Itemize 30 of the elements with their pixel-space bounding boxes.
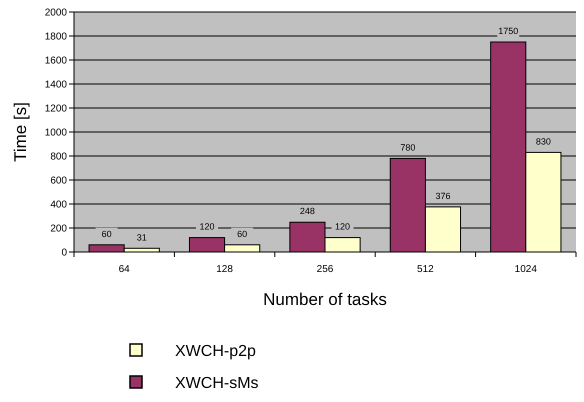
x-tick-label: 1024 xyxy=(514,264,538,275)
x-tick-label: 512 xyxy=(417,264,434,275)
x-tick-label: 64 xyxy=(118,264,130,275)
x-tick-label: 128 xyxy=(216,264,234,275)
legend-label: XWCH-sMs xyxy=(175,375,259,392)
x-tick-label: 256 xyxy=(316,264,334,275)
data-label: 120 xyxy=(200,222,215,232)
data-label: 376 xyxy=(435,190,450,201)
legend-label: XWCH-p2p xyxy=(175,343,256,360)
y-tick-label: 1000 xyxy=(44,128,68,138)
x-axis-title: Number of tasks xyxy=(263,290,387,309)
data-label: 120 xyxy=(335,222,350,232)
y-tick-label: 1800 xyxy=(44,32,68,42)
y-tick-label: 1200 xyxy=(44,104,68,114)
y-tick-label: 800 xyxy=(50,152,68,162)
y-tick-label: 200 xyxy=(50,224,68,234)
y-axis-title: Time [s] xyxy=(11,102,30,162)
y-tick-label: 1600 xyxy=(44,56,68,66)
y-tick-label: 0 xyxy=(61,248,68,258)
data-label: 248 xyxy=(300,206,315,216)
data-label: 60 xyxy=(237,228,248,239)
data-label: 1750 xyxy=(498,26,518,36)
y-tick-label: 600 xyxy=(50,176,68,186)
y-tick-label: 2000 xyxy=(44,8,68,18)
y-tick-label: 1400 xyxy=(44,80,68,90)
data-label: 60 xyxy=(102,228,112,239)
data-label: 780 xyxy=(400,142,416,152)
data-label: 830 xyxy=(536,136,551,146)
data-label: 31 xyxy=(136,232,147,242)
y-tick-label: 400 xyxy=(50,200,68,210)
